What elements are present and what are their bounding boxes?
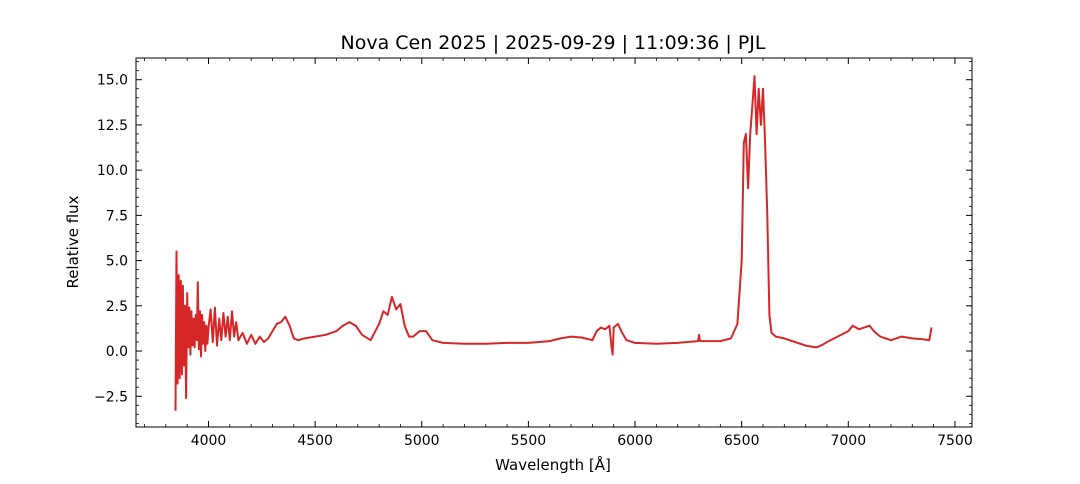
x-axis: 4000 4500 5000 5500 6000 6500 7000 7500	[144, 58, 973, 449]
x-tick-label: 6500	[724, 433, 760, 449]
y-tick-label: −2.5	[94, 389, 128, 405]
x-tick-label: 5000	[404, 433, 440, 449]
x-tick-label: 6000	[617, 433, 653, 449]
series-layer	[174, 75, 933, 411]
x-tick-label: 7500	[937, 433, 973, 449]
y-axis: −2.5 0.0 2.5 5.0 7.5 10.0 12.5 15.0	[94, 61, 972, 424]
y-tick-label: 5.0	[106, 254, 128, 270]
y-tick-label: 0.0	[106, 344, 128, 360]
x-tick-label: 7000	[830, 433, 866, 449]
spectrum-line	[174, 75, 933, 411]
chart-title: Nova Cen 2025 | 2025-09-29 | 11:09:36 | …	[341, 32, 766, 54]
plot-frame	[135, 57, 973, 428]
x-tick-label: 5500	[511, 433, 547, 449]
y-tick-label: 7.5	[106, 208, 128, 224]
y-axis-label: Relative flux	[64, 195, 82, 288]
y-tick-label: 12.5	[97, 118, 128, 134]
y-tick-label: 15.0	[97, 73, 128, 89]
y-tick-label: 10.0	[97, 163, 128, 179]
x-tick-label: 4500	[297, 433, 333, 449]
y-tick-label: 2.5	[106, 299, 128, 315]
x-tick-label: 4000	[191, 433, 227, 449]
x-axis-label: Wavelength [Å]	[495, 455, 611, 474]
